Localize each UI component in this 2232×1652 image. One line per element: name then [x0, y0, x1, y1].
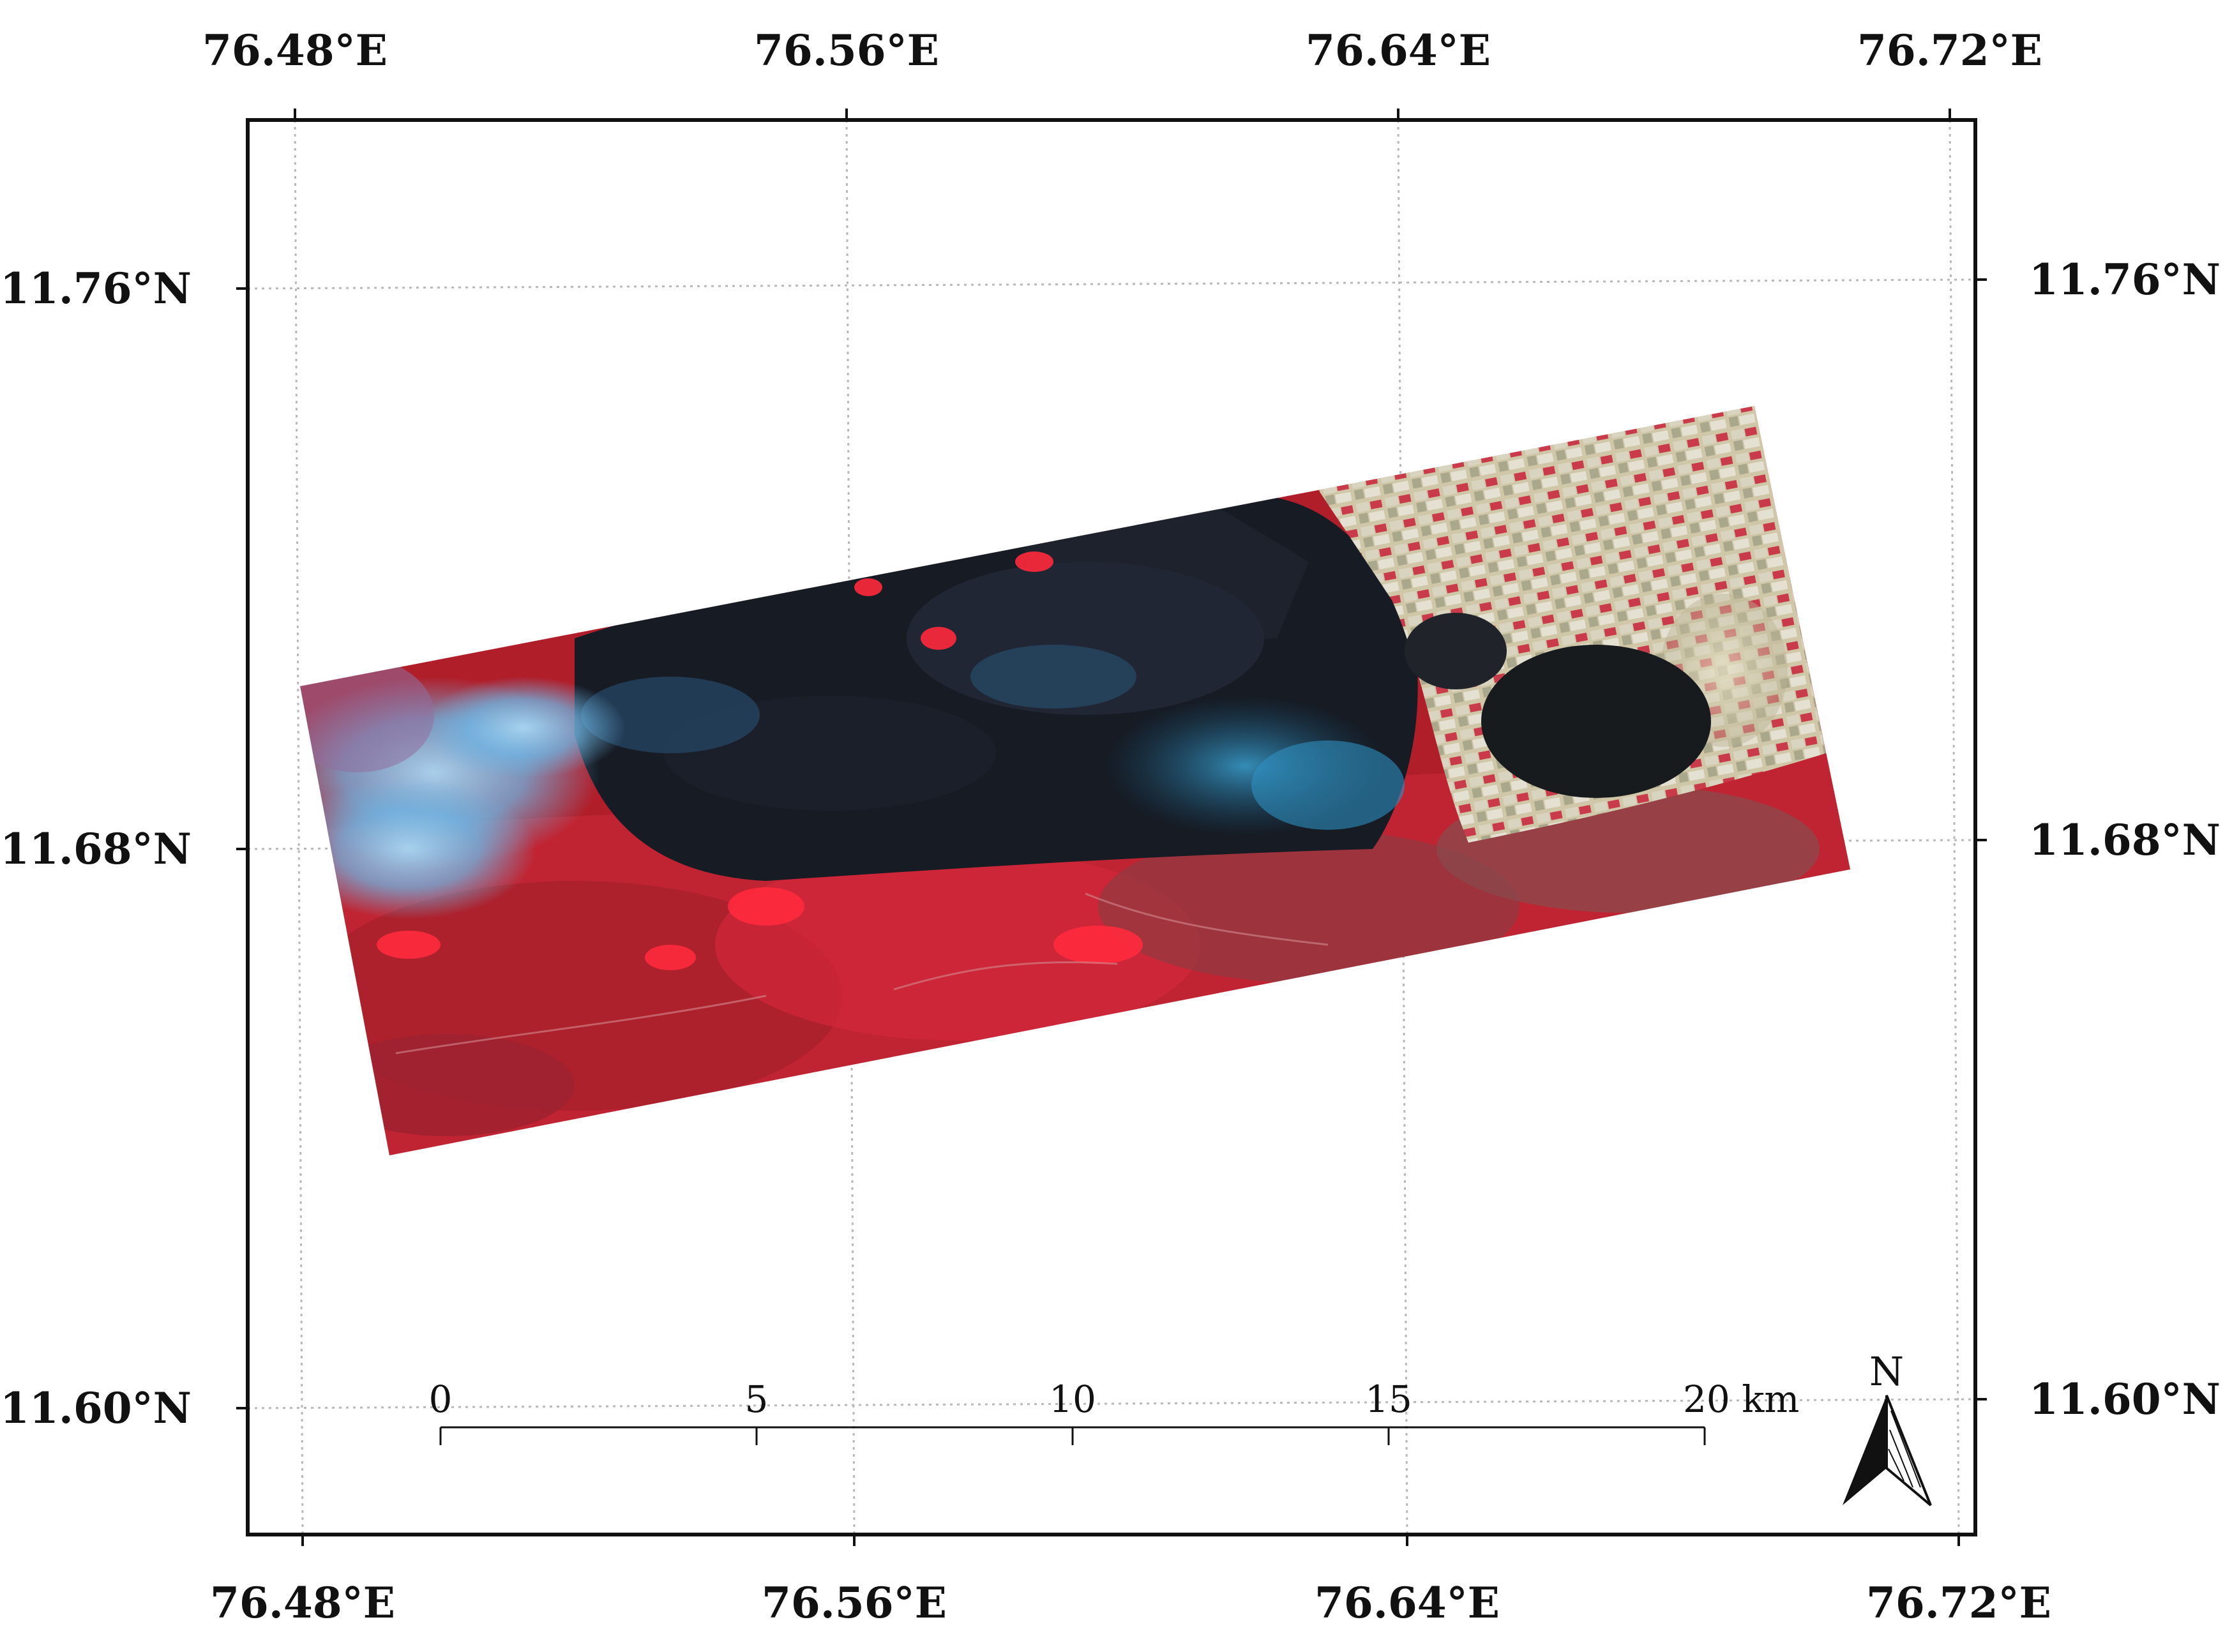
scale-label-0: 0: [429, 1378, 453, 1421]
meridian-line-1: [294, 120, 304, 1535]
top-longitude-label-3: 76.64°E: [1306, 26, 1491, 75]
scale-bar-labels: 0 5 10 15 20 km: [429, 1378, 1800, 1421]
parallel-line-3: [248, 1398, 1975, 1409]
bottom-longitude-label-2: 76.56°E: [762, 1578, 947, 1628]
scale-label-15: 15: [1365, 1378, 1412, 1421]
map-frame: [246, 118, 1977, 1536]
north-arrow-label: N: [1869, 1348, 1904, 1395]
north-arrow-icon: N: [1843, 1348, 1932, 1506]
top-longitude-label-1: 76.48°E: [202, 26, 388, 75]
scale-bar: [439, 1426, 1706, 1445]
bottom-longitude-label-3: 76.64°E: [1315, 1578, 1500, 1628]
satellite-scene: [300, 406, 1850, 1155]
left-latitude-label-3: 11.60°N: [0, 1383, 192, 1433]
scale-label-20km: 20 km: [1683, 1378, 1799, 1421]
left-latitude-label-1: 11.76°N: [0, 264, 192, 313]
left-latitude-label-2: 11.68°N: [0, 824, 192, 874]
bottom-longitude-label-4: 76.72°E: [1866, 1578, 2051, 1628]
right-latitude-label-3: 11.60°N: [2029, 1374, 2221, 1424]
scale-label-10: 10: [1049, 1378, 1096, 1421]
right-latitude-label-1: 11.76°N: [2029, 255, 2221, 304]
scale-label-5: 5: [745, 1378, 769, 1421]
bottom-longitude-label-1: 76.48°E: [210, 1578, 395, 1628]
top-longitude-label-4: 76.72°E: [1857, 26, 2042, 75]
meridian-line-4: [1949, 120, 1960, 1535]
right-latitude-label-2: 11.68°N: [2029, 815, 2221, 865]
parallel-line-1: [248, 278, 1975, 290]
top-longitude-label-2: 76.56°E: [754, 26, 939, 75]
